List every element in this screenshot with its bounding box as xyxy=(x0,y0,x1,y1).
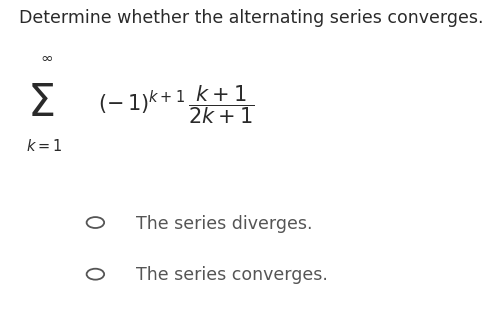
Text: $(-\,1)^{k+1}\,\dfrac{k+1}{2k+1}$: $(-\,1)^{k+1}\,\dfrac{k+1}{2k+1}$ xyxy=(98,84,254,126)
Text: Determine whether the alternating series converges.: Determine whether the alternating series… xyxy=(19,9,482,28)
Text: The series diverges.: The series diverges. xyxy=(135,215,312,233)
Text: $\Sigma$: $\Sigma$ xyxy=(27,82,54,125)
Text: $k=1$: $k=1$ xyxy=(26,137,62,154)
Text: The series converges.: The series converges. xyxy=(135,266,327,285)
Text: $\infty$: $\infty$ xyxy=(40,50,53,65)
